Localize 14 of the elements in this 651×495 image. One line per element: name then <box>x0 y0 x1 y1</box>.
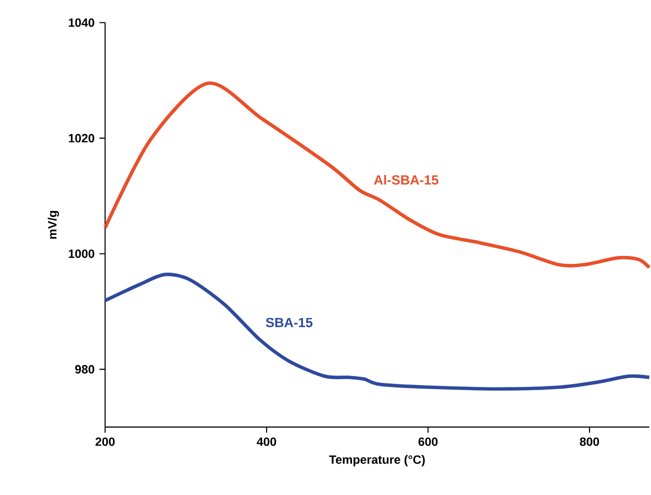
x-tick-label: 600 <box>418 437 438 446</box>
x-tick-label: 400 <box>256 437 276 446</box>
x-axis-title: Temperature (°C) <box>329 455 425 466</box>
line-series <box>103 82 651 270</box>
x-tick-label: 200 <box>96 437 115 446</box>
line-series <box>103 272 651 391</box>
y-tick-label: 1000 <box>68 250 94 258</box>
y-tick-label: 1040 <box>68 18 94 27</box>
x-tick-label: 800 <box>580 437 600 446</box>
y-axis-title: mV/g <box>48 211 59 239</box>
series-label: Al-SBA-15 <box>374 174 438 185</box>
y-tick-label: 1020 <box>68 134 94 142</box>
y-tick-label: 980 <box>75 365 94 374</box>
series-label: SBA-15 <box>266 318 312 328</box>
